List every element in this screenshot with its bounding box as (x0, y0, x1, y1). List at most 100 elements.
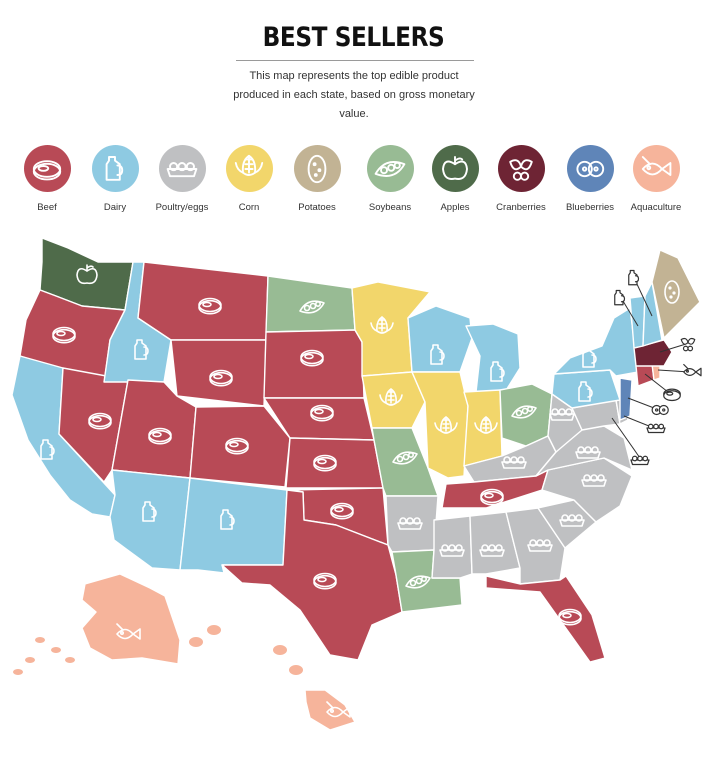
state-pa (551, 369, 621, 409)
legend-label: Dairy (103, 202, 127, 213)
fish-icon (683, 363, 702, 377)
legend-label: Apples (440, 202, 470, 213)
milk-jug-icon (582, 347, 597, 368)
callout-line-nh (635, 281, 653, 317)
egg-carton-icon (559, 514, 585, 527)
egg-carton-icon (501, 456, 527, 469)
corn-icon (370, 316, 394, 334)
egg-carton-icon (581, 474, 607, 487)
legend-swatch (566, 145, 614, 192)
legend-item-corn: Corn (209, 145, 289, 213)
state-ms (431, 515, 473, 579)
blueberry-icon (651, 404, 669, 416)
state-al (469, 511, 521, 575)
legend-label: Cranberries (496, 202, 546, 213)
cranberry-icon (509, 158, 533, 181)
soybean-pod-icon (374, 160, 406, 177)
page-title: BEST SELLERS (262, 22, 445, 53)
callout-line-ct (644, 373, 669, 393)
legend-swatch (431, 145, 479, 192)
milk-jug-icon (614, 289, 626, 306)
steak-icon (310, 404, 334, 422)
legend-item-cranberries: Cranberries (481, 145, 561, 213)
island-ak (35, 637, 45, 643)
milk-jug-icon (578, 381, 593, 402)
page-subtitle: This map represents the top edible produ… (233, 70, 475, 120)
egg-carton-icon (575, 446, 601, 459)
steak-icon (330, 502, 354, 520)
legend-label: Poultry/eggs (155, 202, 209, 213)
legend-item-dairy: Dairy (75, 145, 155, 213)
legend-item-potatoes: Potatoes (277, 145, 357, 213)
apple-icon (442, 155, 468, 180)
legend-label: Corn (238, 202, 260, 213)
fish-icon (326, 701, 351, 718)
corn-icon (434, 416, 458, 434)
state-oh (499, 383, 553, 447)
legend-swatch (293, 145, 341, 192)
callout-line-nj (627, 397, 655, 409)
egg-carton-icon (646, 423, 666, 434)
egg-carton-icon (630, 455, 650, 466)
steak-icon (209, 369, 233, 387)
callout-line-ma (659, 343, 687, 353)
steak-icon (480, 488, 504, 506)
legend: Beef Dairy Poultry/eggs Corn Potatoes So… (0, 145, 707, 225)
apple-icon (76, 264, 98, 285)
legend-swatch (158, 145, 206, 192)
egg-carton-icon (439, 544, 465, 557)
blueberry-icon (576, 160, 605, 177)
legend-swatch (366, 145, 414, 192)
steak-icon (88, 412, 112, 430)
island-hi (189, 637, 203, 647)
island-ak (51, 647, 61, 653)
fish-icon (116, 623, 141, 640)
us-map (0, 230, 707, 768)
state-il (411, 371, 469, 479)
legend-label: Potatoes (298, 202, 336, 213)
state-nj (619, 377, 633, 421)
state-wi (407, 305, 473, 373)
state-mi (465, 323, 521, 393)
legend-item-apples: Apples (415, 145, 495, 213)
state-co (189, 405, 291, 488)
soybean-pod-icon (511, 405, 537, 419)
legend-item-poultry: Poultry/eggs (142, 145, 222, 213)
legend-item-aquaculture: Aquaculture (616, 145, 696, 213)
steak-icon (313, 572, 337, 590)
steak-icon (225, 437, 249, 455)
state-ny (553, 307, 639, 377)
legend-label: Blueberries (565, 202, 615, 213)
egg-carton-icon (479, 544, 505, 557)
island-ak (65, 657, 75, 663)
legend-swatch (497, 145, 545, 192)
island-ak (13, 669, 23, 675)
milk-jug-icon (134, 339, 149, 360)
corn-icon (234, 154, 264, 176)
state-az (109, 469, 191, 571)
island-hi (273, 645, 287, 655)
steak-icon (663, 388, 681, 402)
state-nh (642, 281, 663, 347)
state-fl (485, 575, 606, 663)
state-ks (285, 437, 384, 489)
potato-icon (664, 280, 680, 304)
soybean-pod-icon (405, 575, 431, 589)
fish-icon (641, 155, 672, 176)
legend-label: Aquaculture (630, 202, 682, 213)
state-me (651, 249, 701, 339)
legend-label: Beef (37, 202, 57, 213)
legend-swatch (225, 145, 273, 192)
legend-label: Soybeans (368, 202, 412, 213)
legend-swatch (91, 145, 139, 192)
callout-line-md (611, 417, 641, 459)
egg-carton-icon (397, 517, 423, 530)
steak-icon (300, 349, 324, 367)
cranberry-icon (680, 337, 696, 352)
legend-item-blueberries: Blueberries (550, 145, 630, 213)
milk-jug-icon (40, 439, 55, 460)
corn-icon (474, 416, 498, 434)
island-ak (25, 657, 35, 663)
steak-icon (32, 159, 62, 180)
milk-jug-icon (628, 269, 640, 286)
